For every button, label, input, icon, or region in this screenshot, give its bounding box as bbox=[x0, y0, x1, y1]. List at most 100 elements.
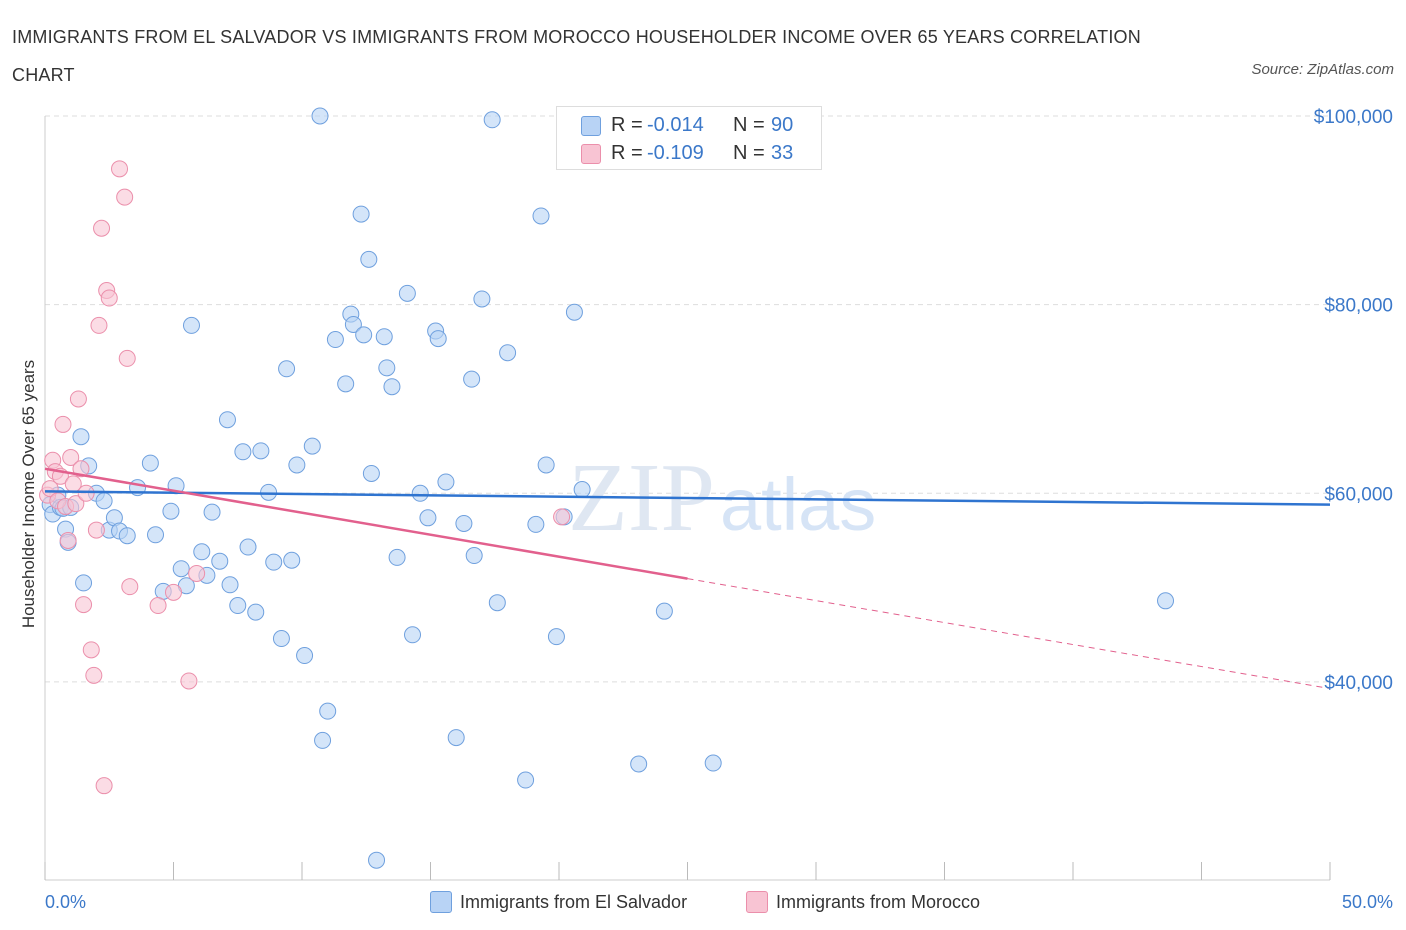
data-point-el-salvador bbox=[172, 560, 190, 578]
data-point-el-salvador bbox=[72, 428, 90, 446]
data-point-morocco bbox=[111, 160, 129, 178]
r-value: -0.014 bbox=[647, 114, 704, 136]
series-morocco bbox=[39, 160, 571, 795]
chart-title: IMMIGRANTS FROM EL SALVADOR VS IMMIGRANT… bbox=[12, 27, 1141, 85]
data-point-el-salvador bbox=[398, 284, 416, 302]
data-point-el-salvador bbox=[547, 628, 565, 646]
r-label: R = bbox=[611, 142, 643, 164]
data-point-morocco bbox=[90, 316, 108, 334]
data-point-el-salvador bbox=[375, 328, 393, 346]
data-point-el-salvador bbox=[437, 473, 455, 491]
legend-swatch-blue bbox=[581, 116, 601, 136]
data-point-el-salvador bbox=[162, 502, 180, 520]
y-axis-label: Householder Income Over 65 years bbox=[19, 360, 38, 628]
data-point-el-salvador bbox=[75, 574, 93, 592]
data-point-el-salvador bbox=[311, 107, 329, 125]
data-point-el-salvador bbox=[278, 360, 296, 378]
data-point-el-salvador bbox=[247, 603, 265, 621]
data-point-el-salvador bbox=[147, 526, 165, 544]
data-point-el-salvador bbox=[193, 543, 211, 561]
data-point-el-salvador bbox=[95, 492, 113, 510]
y-tick-label: $80,000 bbox=[1324, 296, 1393, 317]
data-point-morocco bbox=[62, 448, 80, 466]
trend-line-morocco-extension bbox=[687, 578, 1331, 690]
source-label: Source: ZipAtlas.com bbox=[1251, 61, 1394, 78]
data-point-morocco bbox=[118, 349, 136, 367]
legend-label: Immigrants from El Salvador bbox=[460, 892, 688, 912]
y-tick-label: $100,000 bbox=[1314, 107, 1393, 128]
data-point-morocco bbox=[553, 508, 571, 526]
data-point-el-salvador bbox=[221, 576, 239, 594]
legend-label: Immigrants from Morocco bbox=[776, 892, 981, 912]
data-point-el-salvador bbox=[203, 503, 221, 521]
data-point-el-salvador bbox=[630, 755, 648, 773]
data-point-morocco bbox=[149, 597, 167, 615]
data-point-el-salvador bbox=[296, 647, 314, 665]
n-value: 33 bbox=[771, 142, 794, 164]
data-point-el-salvador bbox=[303, 437, 321, 455]
data-point-el-salvador bbox=[447, 729, 465, 747]
data-point-el-salvador bbox=[141, 454, 159, 472]
data-point-el-salvador bbox=[337, 375, 355, 393]
data-point-el-salvador bbox=[455, 514, 473, 532]
data-point-el-salvador bbox=[319, 702, 337, 720]
data-point-el-salvador bbox=[234, 443, 252, 461]
data-point-el-salvador bbox=[463, 370, 481, 388]
n-label: N = bbox=[733, 114, 765, 136]
data-point-morocco bbox=[165, 583, 182, 601]
data-point-el-salvador bbox=[517, 771, 535, 789]
data-point-morocco bbox=[95, 777, 113, 795]
data-point-el-salvador bbox=[537, 456, 555, 474]
r-label: R = bbox=[611, 114, 643, 136]
data-point-el-salvador bbox=[1157, 592, 1175, 610]
trend-line-el-salvador bbox=[44, 490, 1331, 506]
data-point-el-salvador bbox=[265, 553, 283, 571]
data-point-el-salvador bbox=[488, 594, 506, 612]
n-label: N = bbox=[733, 142, 765, 164]
y-tick-label: $60,000 bbox=[1324, 484, 1393, 505]
data-point-el-salvador bbox=[465, 547, 483, 565]
data-point-morocco bbox=[116, 188, 134, 206]
tick-labels: $40,000 $60,000 $80,000 $100,000 0.0% 50.0% bbox=[45, 107, 1393, 912]
legend-swatch-blue bbox=[430, 891, 452, 913]
data-point-el-salvador bbox=[352, 205, 370, 223]
data-point-morocco bbox=[75, 596, 93, 614]
data-point-morocco bbox=[180, 672, 198, 690]
data-point-el-salvador bbox=[211, 552, 229, 570]
data-point-el-salvador bbox=[378, 359, 396, 377]
data-point-el-salvador bbox=[383, 378, 401, 396]
trend-line-morocco bbox=[44, 467, 688, 580]
n-value: 90 bbox=[771, 114, 794, 136]
data-point-el-salvador bbox=[388, 548, 406, 566]
data-point-morocco bbox=[85, 666, 103, 684]
data-point-el-salvador bbox=[326, 331, 344, 349]
legend-swatch-pink bbox=[581, 144, 601, 164]
trend-lines bbox=[44, 467, 1331, 690]
x-tick-label: 0.0% bbox=[45, 892, 86, 912]
data-point-el-salvador bbox=[272, 630, 290, 648]
data-point-el-salvador bbox=[362, 464, 380, 482]
data-point-morocco bbox=[100, 289, 118, 307]
data-point-el-salvador bbox=[229, 597, 247, 615]
data-point-el-salvador bbox=[344, 315, 362, 333]
data-point-morocco bbox=[59, 531, 77, 549]
data-point-morocco bbox=[82, 641, 100, 659]
data-point-el-salvador bbox=[532, 207, 550, 225]
data-point-morocco bbox=[121, 578, 139, 596]
data-point-el-salvador bbox=[429, 330, 447, 348]
data-point-el-salvador bbox=[565, 303, 583, 321]
data-point-el-salvador bbox=[283, 551, 301, 569]
data-point-morocco bbox=[87, 521, 105, 539]
data-point-el-salvador bbox=[704, 754, 722, 772]
data-point-el-salvador bbox=[239, 538, 257, 556]
y-tick-label: $40,000 bbox=[1324, 673, 1393, 694]
data-point-el-salvador bbox=[355, 326, 373, 344]
data-point-el-salvador bbox=[368, 851, 386, 869]
correlation-legend: R = -0.014 N = 90 R = -0.109 N = 33 bbox=[556, 106, 822, 170]
data-point-el-salvador bbox=[118, 527, 136, 545]
data-point-el-salvador bbox=[314, 731, 332, 749]
data-point-morocco bbox=[72, 460, 90, 478]
data-point-morocco bbox=[69, 390, 87, 408]
data-point-el-salvador bbox=[499, 344, 517, 362]
